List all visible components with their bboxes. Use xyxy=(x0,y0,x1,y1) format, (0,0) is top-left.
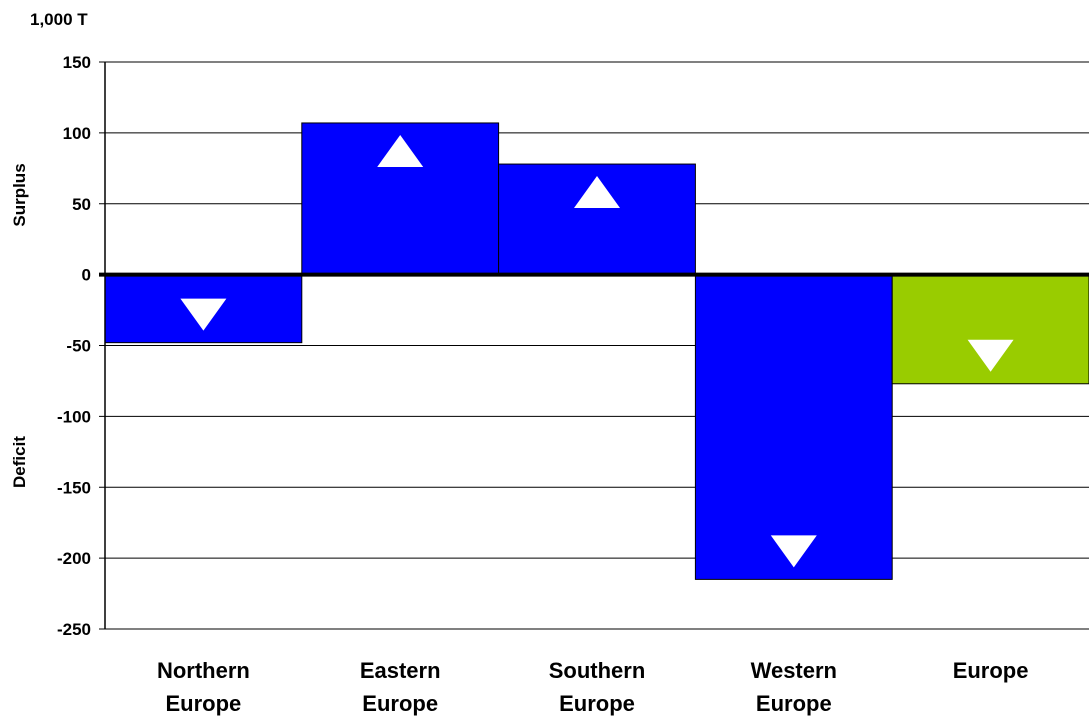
category-label-line: Europe xyxy=(953,658,1029,683)
y-tick-label: -100 xyxy=(57,407,91,426)
category-label-line: Eastern xyxy=(360,658,441,683)
y-tick-label: -200 xyxy=(57,549,91,568)
y-tick-label: 100 xyxy=(63,124,91,143)
y-tick-label: -150 xyxy=(57,478,91,497)
category-label-line: Europe xyxy=(166,691,242,716)
category-label-line: Northern xyxy=(157,658,250,683)
down-arrow-icon xyxy=(180,298,227,331)
category-label-line: Europe xyxy=(362,691,438,716)
category-label-line: Europe xyxy=(756,691,832,716)
category-label: Northern Europe xyxy=(157,658,250,716)
category-labels: Northern Europe Eastern Europe Southern Europ… xyxy=(157,658,1029,716)
category-label-line: Europe xyxy=(559,691,635,716)
y-tick-label: 0 xyxy=(82,266,91,285)
category-label: Europe xyxy=(953,658,1029,683)
down-arrow-icon xyxy=(770,535,817,568)
category-label-line: Southern xyxy=(549,658,646,683)
y-axis-unit-label: 1,000 T xyxy=(30,10,88,29)
axes xyxy=(99,62,1089,629)
category-label-line: Western xyxy=(751,658,837,683)
y-tick-label: 50 xyxy=(72,195,91,214)
category-label: Western Europe xyxy=(751,658,837,716)
down-arrow-icon xyxy=(967,339,1014,372)
up-arrow-icon xyxy=(574,176,620,209)
up-arrow-icon xyxy=(377,134,424,167)
category-label: Southern Europe xyxy=(549,658,646,716)
y-tick-label: -250 xyxy=(57,620,91,639)
y-tick-label: 150 xyxy=(63,53,91,72)
y-tick-label: -50 xyxy=(66,337,91,356)
y-axis-ticks: 150 100 50 0 -50 -100 -150 -200 -250 xyxy=(57,53,91,639)
deficit-axis-label: Deficit xyxy=(10,436,29,488)
bar xyxy=(694,274,893,580)
direction-markers xyxy=(180,134,1014,568)
category-label: Eastern Europe xyxy=(360,658,441,716)
surplus-axis-label: Surplus xyxy=(10,163,29,226)
